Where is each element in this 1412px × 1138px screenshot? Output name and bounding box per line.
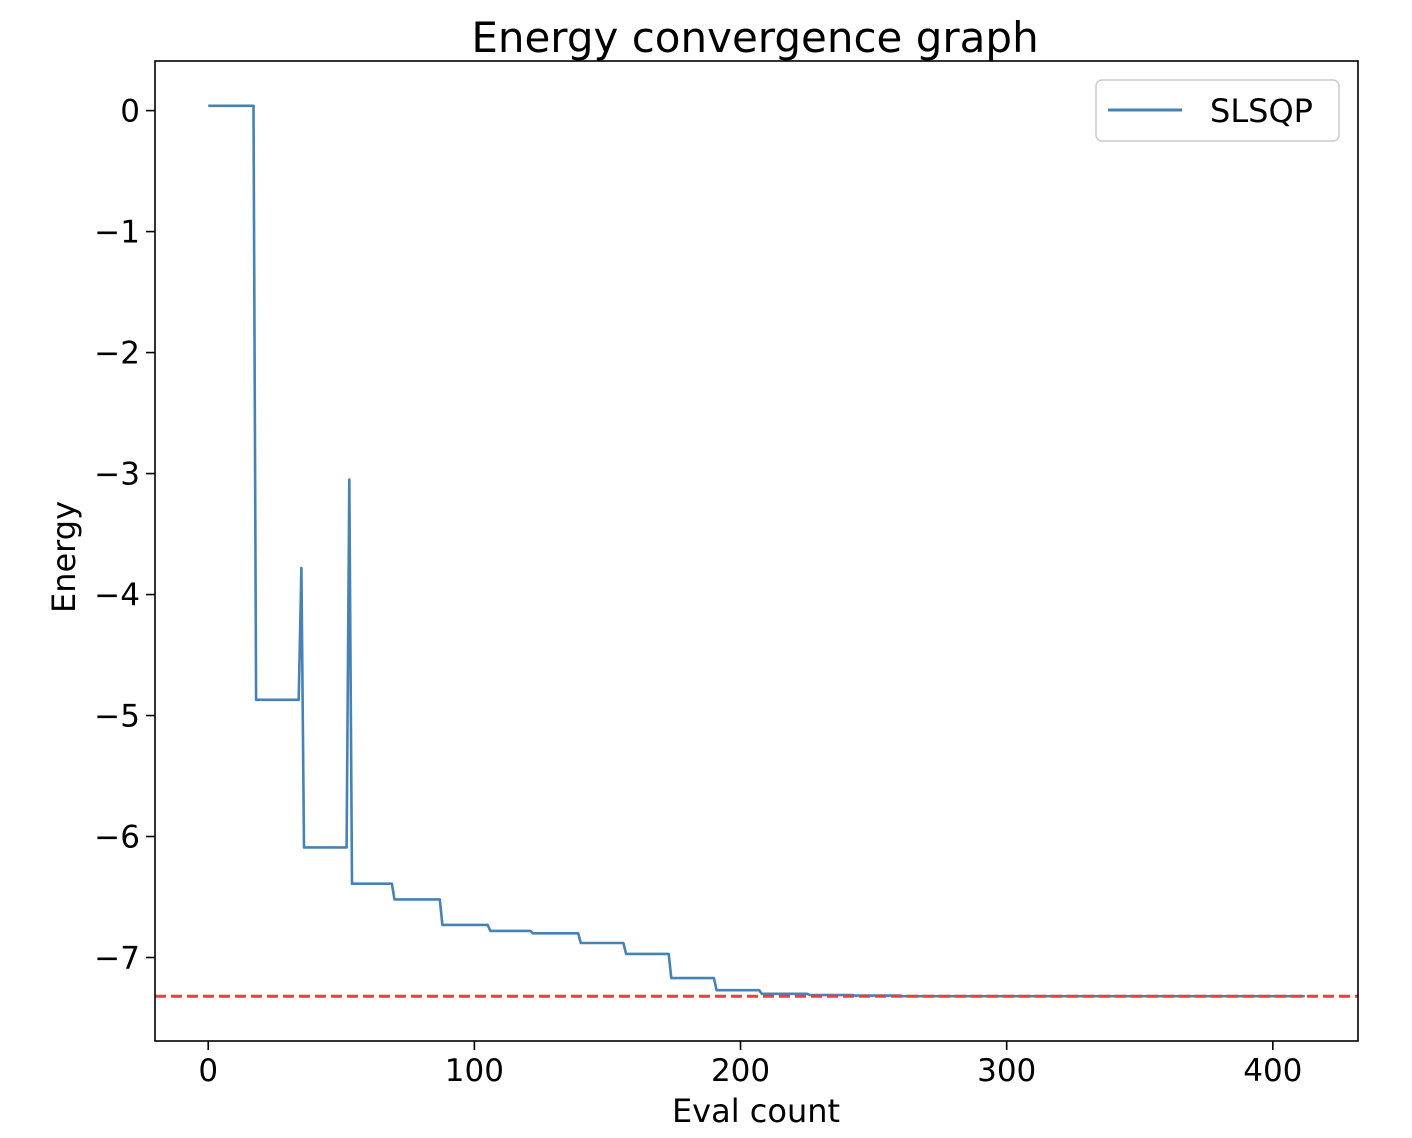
y-tick-label: −7 — [94, 941, 140, 977]
y-tick-label: −2 — [94, 336, 140, 372]
x-tick-label: 200 — [711, 1053, 770, 1089]
plot-area: 0 100 200 300 400 0 −1 −2 −3 −4 −5 −6 −7 — [94, 60, 1359, 1089]
y-tick-label: −4 — [94, 578, 140, 614]
series-line-slsqp — [208, 104, 1305, 998]
y-axis-label: Energy — [45, 501, 83, 613]
y-tick-label: −1 — [94, 215, 140, 251]
chart-title: Energy convergence graph — [471, 13, 1038, 62]
plot-frame — [154, 60, 1359, 1042]
legend-label-slsqp: SLSQP — [1210, 92, 1313, 130]
legend: SLSQP — [1095, 79, 1340, 142]
x-tick-label: 100 — [445, 1053, 504, 1089]
y-tick-label: −6 — [94, 820, 140, 856]
y-tick-label: 0 — [120, 94, 140, 130]
x-tick-label: 0 — [198, 1053, 218, 1089]
x-tick-label: 300 — [977, 1053, 1036, 1089]
y-tick-label: −3 — [94, 457, 140, 493]
y-tick-label: −5 — [94, 699, 140, 735]
legend-box — [1095, 79, 1340, 142]
x-axis-label: Eval count — [672, 1092, 840, 1130]
x-tick-label: 400 — [1243, 1053, 1302, 1089]
